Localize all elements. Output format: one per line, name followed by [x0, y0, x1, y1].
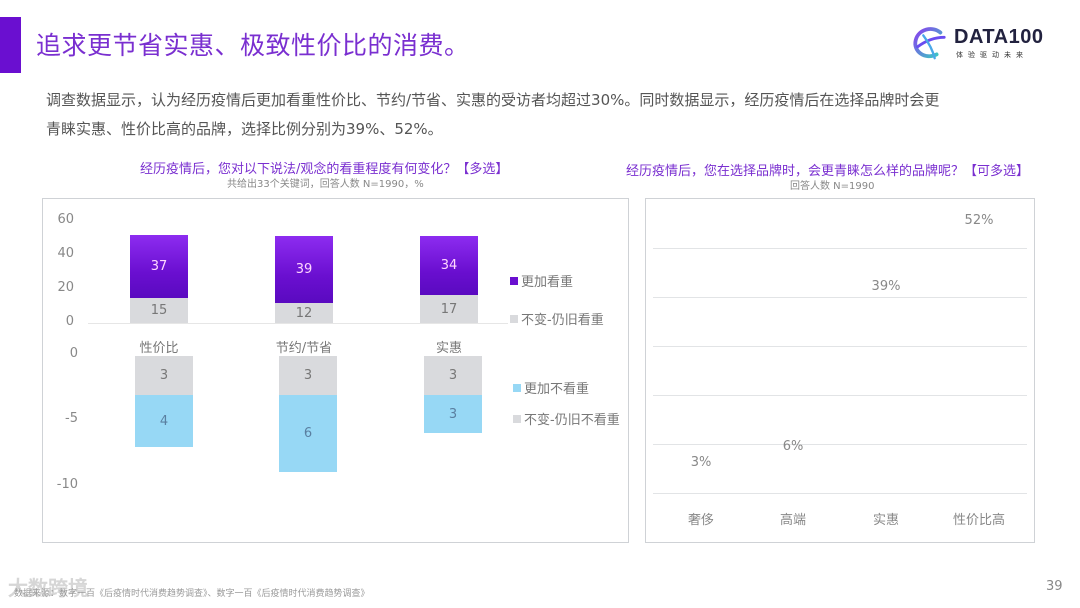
legend-label: 更加看重	[521, 275, 574, 290]
legend-label: 不变-仍旧看重	[521, 313, 604, 328]
y-tick: 0	[69, 346, 78, 361]
page-title: 追求更节省实惠、极致性价比的消费。	[36, 31, 470, 60]
grid-line	[653, 444, 1027, 445]
y-tick: 0	[65, 314, 74, 329]
bar-unchanged-unimportant: 3	[135, 356, 193, 395]
bar-more-important: 39	[275, 236, 333, 303]
legend-label: 更加不看重	[524, 382, 590, 397]
source-note: 数据来源：数字一百《后疫情时代消费趋势调查》、数字一百《后疫情时代消费趋势调查》	[14, 589, 370, 599]
zero-baseline	[88, 323, 508, 324]
right-chart-subtitle: 回答人数 N=1990	[790, 181, 875, 192]
legend-swatch-grey	[510, 314, 518, 323]
left-chart-title: 经历疫情后，您对以下说法/观念的看重程度有何变化？【多选】	[140, 162, 509, 177]
category-label: 节约/节省	[275, 341, 333, 356]
grid-line	[653, 346, 1027, 347]
bar-unchanged-unimportant: 3	[424, 356, 482, 395]
legend-unchanged-important: 不变-仍旧看重	[510, 309, 604, 328]
x-category-label: 高端	[779, 513, 806, 528]
logo-globe-icon	[913, 27, 946, 60]
value-label: 6%	[782, 439, 804, 454]
legend-swatch-grey	[513, 414, 521, 423]
y-tick: 20	[57, 280, 74, 295]
logo-name: DATA100	[954, 26, 1044, 48]
bar-unchanged-important: 15	[130, 298, 188, 323]
bar-unchanged-important: 12	[275, 303, 333, 323]
grid-line	[653, 297, 1027, 298]
x-axis-line	[653, 493, 1027, 494]
legend-label: 不变-仍旧不看重	[524, 413, 620, 428]
summary-line-2: 青睐实惠、性价比高的品牌，选择比例分别为39%、52%。	[46, 120, 443, 138]
legend-unchanged-unimportant: 不变-仍旧不看重	[513, 409, 620, 428]
category-label: 性价比	[139, 341, 179, 356]
summary-text: 调查数据显示，认为经历疫情后更加看重性价比、节约/节省、实惠的受访者均超过30%…	[46, 86, 1036, 144]
y-tick: 60	[57, 212, 74, 227]
page-number: 39	[1046, 579, 1063, 594]
value-label: 39%	[871, 279, 901, 294]
right-chart-panel	[645, 198, 1035, 543]
x-category-label: 奢侈	[687, 513, 714, 528]
legend-swatch-purple	[510, 276, 518, 285]
summary-line-1: 调查数据显示，认为经历疫情后更加看重性价比、节约/节省、实惠的受访者均超过30%…	[46, 91, 940, 109]
y-tick: 40	[57, 246, 74, 261]
x-category-label: 实惠	[872, 513, 899, 528]
bar-unchanged-important: 17	[420, 295, 478, 323]
legend-less-important: 更加不看重	[513, 378, 589, 397]
bar-more-important: 37	[130, 235, 188, 298]
value-label: 3%	[690, 455, 712, 470]
y-tick: -10	[56, 477, 78, 492]
x-category-label: 性价比高	[952, 513, 1005, 528]
right-chart-title: 经历疫情后，您在选择品牌时，会更青睐怎么样的品牌呢？【可多选】	[626, 164, 1030, 179]
watermark: 大数跨境	[8, 576, 88, 600]
bar-less-important: 6	[279, 395, 337, 472]
category-label: 实惠	[435, 341, 462, 356]
bar-more-important: 34	[420, 236, 478, 295]
title-accent-bar	[0, 17, 21, 73]
logo-tagline: 体验驱动未来	[956, 51, 1028, 59]
bar-less-important: 4	[135, 395, 193, 447]
grid-line	[653, 248, 1027, 249]
grid-line	[653, 395, 1027, 396]
value-label: 52%	[964, 213, 994, 228]
bar-less-important: 3	[424, 395, 482, 433]
bar-unchanged-unimportant: 3	[279, 356, 337, 395]
legend-more-important: 更加看重	[510, 271, 573, 290]
y-tick: -5	[65, 411, 78, 426]
legend-swatch-blue	[513, 383, 521, 392]
left-chart-subtitle: 共给出33个关键词，回答人数 N=1990，%	[227, 179, 424, 190]
logo: DATA100 体验驱动未来	[910, 24, 1050, 64]
